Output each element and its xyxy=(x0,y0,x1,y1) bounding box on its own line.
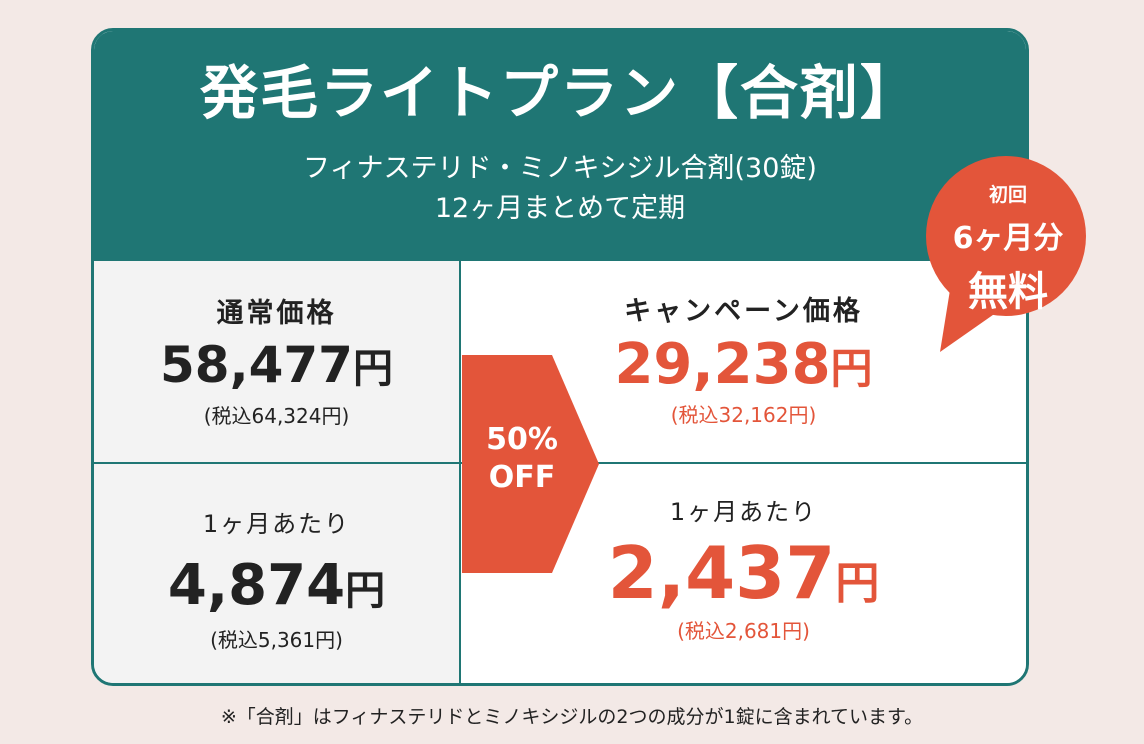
regular-price-yen: 円 xyxy=(352,346,393,392)
campaign-monthly-value: 2,437 xyxy=(607,531,836,615)
badge-line1: 初回 xyxy=(988,184,1027,206)
badge-line2: 6ヶ月分 xyxy=(952,221,1064,256)
discount-off: OFF xyxy=(488,460,556,495)
regular-monthly-tax: (税込5,361円) xyxy=(210,628,343,652)
regular-price-cell: 通常価格 58,477円 (税込64,324円) xyxy=(94,261,461,464)
regular-price-value: 58,477 xyxy=(160,336,353,394)
regular-monthly-label: 1ヶ月あたり xyxy=(202,510,351,538)
price-grid: 通常価格 58,477円 (税込64,324円) 1ヶ月あたり 4,874円 (… xyxy=(94,261,1026,683)
badge-line3: 無料 xyxy=(968,269,1048,315)
campaign-price-value: 29,238 xyxy=(614,332,831,397)
campaign-monthly-label: 1ヶ月あたり xyxy=(669,498,818,526)
free-badge: 初回 6ヶ月分 無料 xyxy=(928,180,1088,317)
campaign-price-yen: 円 xyxy=(830,344,873,393)
plan-card: 発毛ライトプラン【合剤】 フィナステリド・ミノキシジル合剤(30錠) 12ヶ月ま… xyxy=(91,28,1029,686)
discount-label: 50% OFF xyxy=(462,421,582,497)
campaign-monthly-row: 2,437円 xyxy=(461,531,1026,615)
plan-subtitle: フィナステリド・ミノキシジル合剤(30錠) 12ヶ月まとめて定期 xyxy=(94,149,1026,229)
plan-subtitle-line2: 12ヶ月まとめて定期 xyxy=(434,193,686,224)
regular-monthly-value: 4,874 xyxy=(167,553,346,618)
discount-arrow-icon xyxy=(462,355,599,573)
regular-price-row: 58,477円 xyxy=(94,336,459,394)
campaign-monthly-tax: (税込2,681円) xyxy=(677,619,810,643)
regular-monthly-row: 4,874円 xyxy=(94,553,459,618)
plan-subtitle-line1: フィナステリド・ミノキシジル合剤(30錠) xyxy=(303,153,817,184)
discount-percent: 50% xyxy=(486,422,558,457)
regular-monthly-yen: 円 xyxy=(345,568,386,614)
free-badge-icon xyxy=(926,156,1086,352)
footnote: ※「合剤」はフィナステリドとミノキシジルの2つの成分が1錠に含まれています。 xyxy=(220,706,924,728)
regular-monthly-cell: 1ヶ月あたり 4,874円 (税込5,361円) xyxy=(94,464,461,683)
regular-price-label: 通常価格 xyxy=(216,298,337,329)
campaign-monthly-yen: 円 xyxy=(835,558,880,609)
regular-price-tax: (税込64,324円) xyxy=(203,404,350,428)
plan-title: 発毛ライトプラン【合剤】 xyxy=(199,59,920,127)
campaign-price-row: 29,238円 xyxy=(461,332,1026,397)
campaign-price-label: キャンペーン価格 xyxy=(624,296,863,327)
campaign-price-tax: (税込32,162円) xyxy=(670,403,817,427)
plan-header: 発毛ライトプラン【合剤】 フィナステリド・ミノキシジル合剤(30錠) 12ヶ月ま… xyxy=(94,31,1026,261)
